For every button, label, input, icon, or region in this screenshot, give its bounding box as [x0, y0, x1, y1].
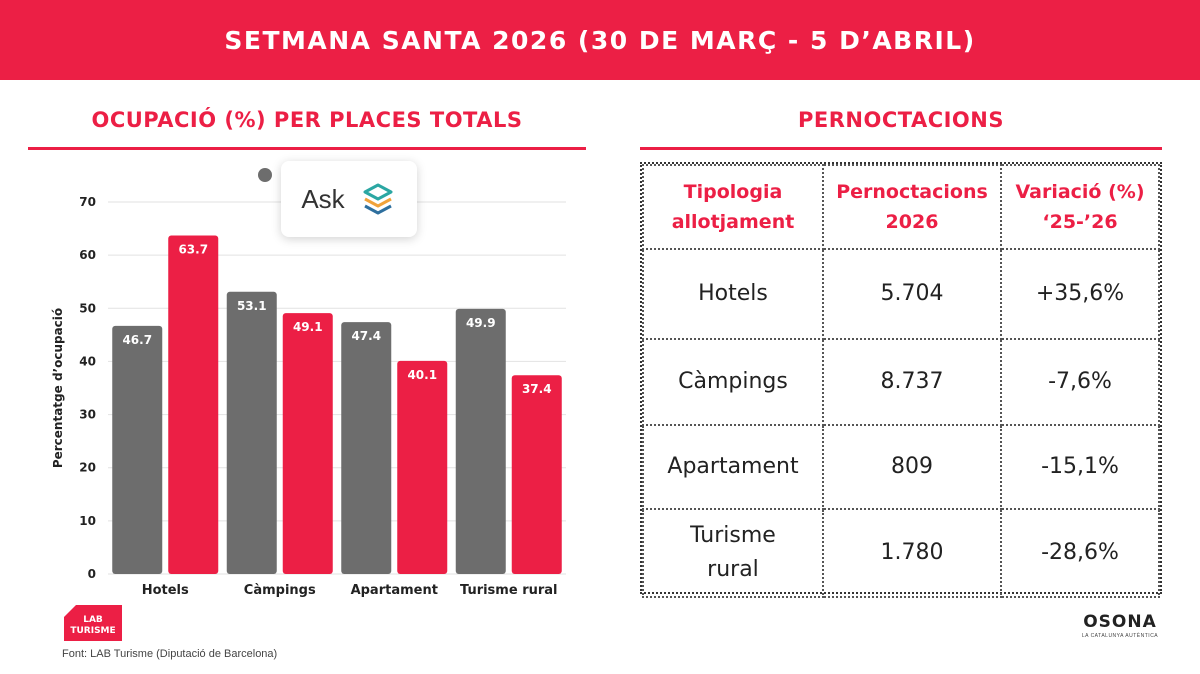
- y-axis-label: Percentatge d’ocupació: [51, 308, 65, 468]
- lab-logo-shape: [64, 605, 122, 641]
- lab-logo-line1: LAB: [83, 615, 103, 625]
- bar-turisme-rural-2025: [455, 308, 506, 574]
- cell-nights: 8.737: [822, 338, 1002, 426]
- cell-nights: 809: [822, 424, 1002, 510]
- table-header-row: Tipologia allotjament Pernoctacions 2026…: [642, 164, 1160, 250]
- cell-type: Turisme rural: [642, 508, 824, 598]
- table-row: Hotels 5.704 +35,6%: [642, 248, 1160, 340]
- overnights-table: Tipologia allotjament Pernoctacions 2026…: [640, 162, 1162, 598]
- table-row: Turisme rural 1.780 -28,6%: [642, 508, 1160, 598]
- data-label: 40.1: [407, 368, 437, 382]
- cell-type-line1: Apartament: [667, 454, 799, 479]
- data-label: 46.7: [122, 333, 152, 347]
- header-nights-line1: Pernoctacions: [836, 181, 988, 203]
- header-type: Tipologia allotjament: [642, 164, 824, 250]
- occupancy-bar-chart: 0 10 20 30 40 50 60 70 Percentatge d’ocupació 46.…: [51, 168, 566, 598]
- x-tick-label: Hotels: [142, 583, 189, 598]
- x-tick-label: Turisme rural: [460, 583, 558, 598]
- header-nights-line2: 2026: [885, 211, 939, 233]
- table-row: Càmpings 8.737 -7,6%: [642, 338, 1160, 426]
- data-label: 47.4: [351, 329, 381, 343]
- bar-turisme-rural-2026: [511, 375, 562, 574]
- header-change-line1: Variació (%): [1015, 181, 1145, 203]
- cell-nights: 5.704: [822, 248, 1002, 340]
- ask-logo-icon: [363, 183, 393, 215]
- header-change: Variació (%) ‘25-’26: [1000, 164, 1160, 250]
- ask-label: Ask: [301, 183, 345, 214]
- cell-change: -15,1%: [1000, 424, 1160, 510]
- overnights-section-title: PERNOCTACIONS: [798, 108, 1004, 132]
- cell-type: Hotels: [642, 248, 824, 340]
- bar-apartament-2025: [341, 322, 392, 574]
- occupancy-section-title: OCUPACIÓ (%) PER PLACES TOTALS: [91, 108, 523, 132]
- y-tick-label: 50: [79, 301, 96, 315]
- data-label: 63.7: [178, 242, 208, 256]
- cell-change: +35,6%: [1000, 248, 1160, 340]
- occupancy-title-rule: [28, 147, 586, 150]
- page-title: SETMANA SANTA 2026 (30 DE MARÇ - 5 D’ABR…: [224, 25, 976, 55]
- legend-marker-2025: [258, 168, 272, 182]
- overnights-title-rule: [640, 147, 1162, 150]
- header-change-line2: ‘25-’26: [1042, 211, 1118, 233]
- cell-type-line1: Càmpings: [678, 369, 788, 394]
- osona-logo: OSONA LA CATALUNYA AUTÈNTICA: [1078, 612, 1162, 644]
- lab-turisme-logo: LAB TURISME: [62, 603, 124, 643]
- bar-hotels-2025: [112, 325, 163, 574]
- cell-nights: 1.780: [822, 508, 1002, 598]
- header-banner: SETMANA SANTA 2026 (30 DE MARÇ - 5 D’ABR…: [0, 0, 1200, 80]
- header-nights: Pernoctacions 2026: [822, 164, 1002, 250]
- bar-apartament-2026: [397, 360, 448, 574]
- y-tick-label: 60: [79, 248, 96, 262]
- data-label: 37.4: [522, 382, 552, 396]
- cell-change: -28,6%: [1000, 508, 1160, 598]
- table-row: Apartament 809 -15,1%: [642, 424, 1160, 510]
- y-tick-label: 0: [88, 567, 96, 581]
- data-label: 53.1: [237, 299, 267, 313]
- header-type-line1: Tipologia: [683, 181, 783, 203]
- data-label: 49.1: [293, 320, 323, 334]
- cell-type-line2: rural: [707, 557, 759, 582]
- cell-type: Càmpings: [642, 338, 824, 426]
- ask-popup[interactable]: Ask: [281, 161, 417, 237]
- bar-hotels-2026: [168, 235, 219, 574]
- y-tick-label: 10: [79, 514, 96, 528]
- x-tick-label: Càmpings: [244, 583, 316, 598]
- y-tick-label: 30: [79, 408, 96, 422]
- lab-logo-line2: TURISME: [70, 626, 116, 636]
- x-tick-label: Apartament: [351, 583, 438, 598]
- osona-tagline: LA CATALUNYA AUTÈNTICA: [1081, 633, 1159, 639]
- cell-type: Apartament: [642, 424, 824, 510]
- cell-type-line1: Turisme: [690, 523, 776, 548]
- y-tick-label: 20: [79, 461, 96, 475]
- cell-change: -7,6%: [1000, 338, 1160, 426]
- bar-càmpings-2026: [282, 313, 333, 574]
- data-label: 49.9: [466, 316, 496, 330]
- source-note: Font: LAB Turisme (Diputació de Barcelon…: [62, 648, 278, 660]
- cell-type-line1: Hotels: [698, 281, 768, 306]
- bar-càmpings-2025: [226, 291, 277, 574]
- osona-brand-name: OSONA: [1083, 612, 1157, 632]
- y-tick-label: 70: [79, 195, 96, 209]
- header-type-line2: allotjament: [671, 211, 795, 233]
- y-tick-label: 40: [79, 354, 96, 368]
